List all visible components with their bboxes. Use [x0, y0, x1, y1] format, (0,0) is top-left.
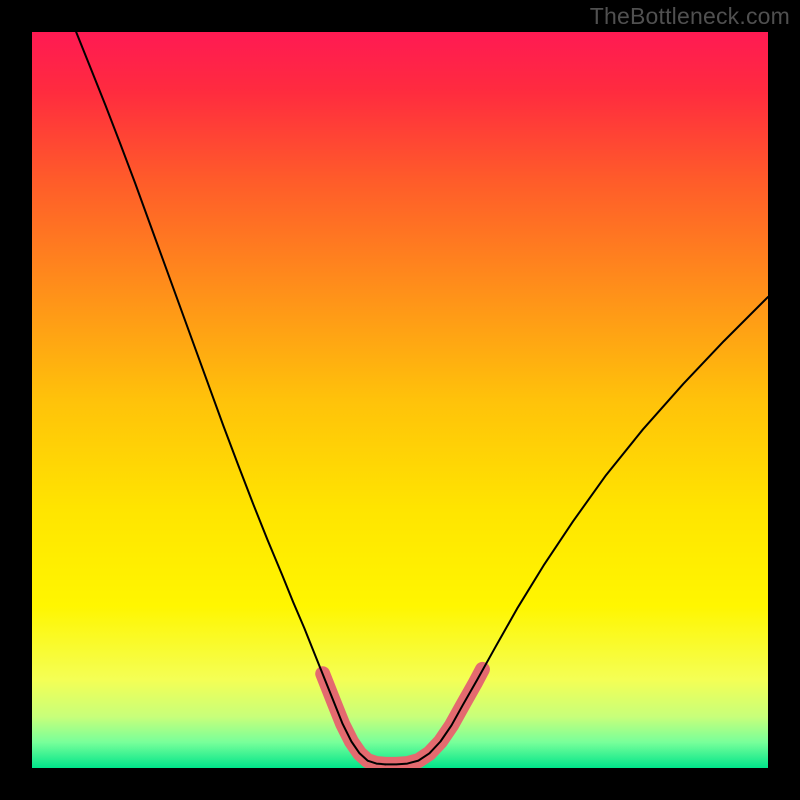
figure-root: TheBottleneck.com: [0, 0, 800, 800]
plot-background: [32, 32, 768, 768]
plot-svg: [0, 0, 800, 800]
